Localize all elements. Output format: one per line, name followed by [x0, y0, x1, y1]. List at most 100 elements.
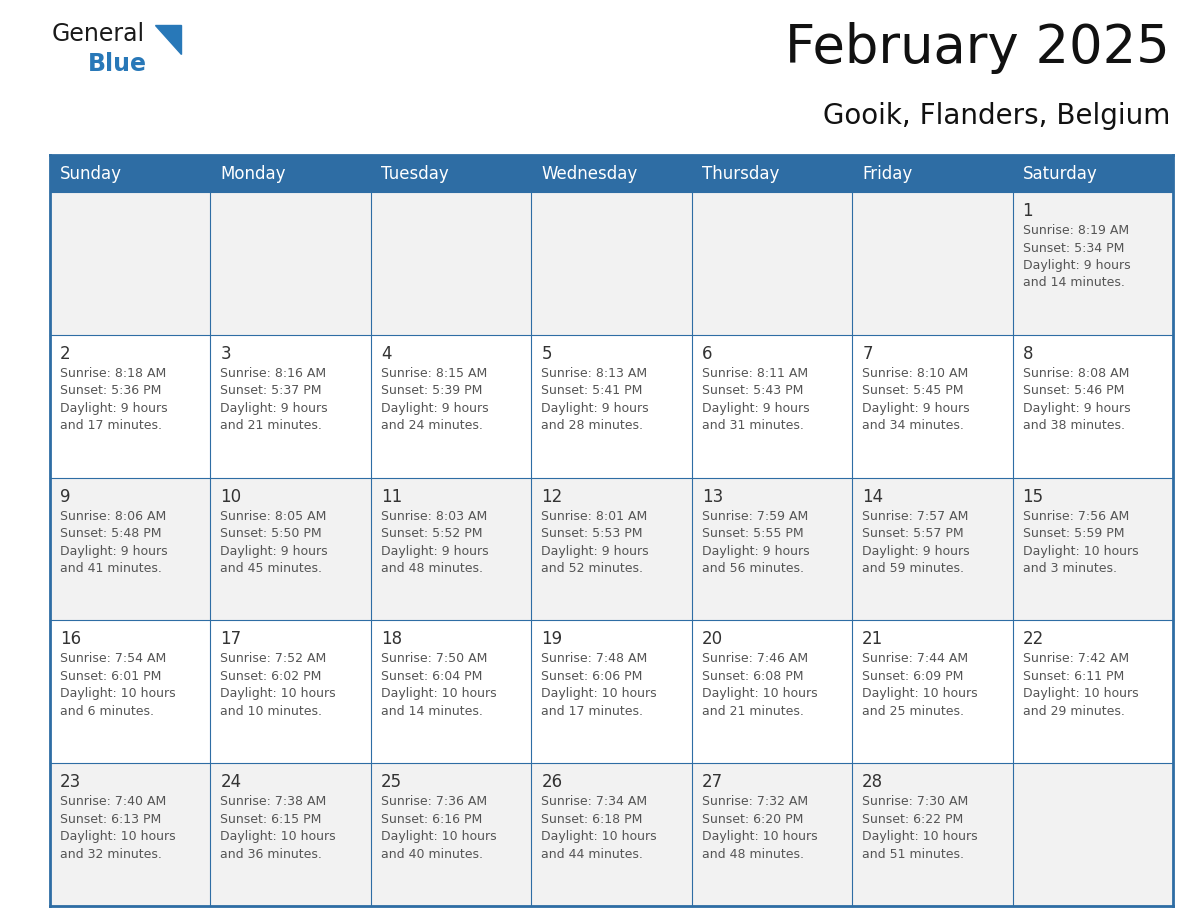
Text: and 38 minutes.: and 38 minutes.: [1023, 420, 1125, 432]
Text: Sunset: 6:06 PM: Sunset: 6:06 PM: [542, 670, 643, 683]
Text: Daylight: 9 hours: Daylight: 9 hours: [1023, 259, 1130, 272]
Text: Sunset: 5:34 PM: Sunset: 5:34 PM: [1023, 241, 1124, 254]
Bar: [50, 763, 1173, 906]
Text: Daylight: 10 hours: Daylight: 10 hours: [61, 830, 176, 844]
Text: and 10 minutes.: and 10 minutes.: [221, 705, 322, 718]
Text: Daylight: 9 hours: Daylight: 9 hours: [381, 544, 488, 557]
Text: Sunset: 5:59 PM: Sunset: 5:59 PM: [1023, 527, 1124, 540]
Text: Sunrise: 7:48 AM: Sunrise: 7:48 AM: [542, 653, 647, 666]
Text: Daylight: 9 hours: Daylight: 9 hours: [221, 402, 328, 415]
Text: and 44 minutes.: and 44 minutes.: [542, 847, 643, 861]
Text: 15: 15: [1023, 487, 1044, 506]
Text: Sunrise: 7:46 AM: Sunrise: 7:46 AM: [702, 653, 808, 666]
Text: 21: 21: [862, 631, 884, 648]
Text: Daylight: 10 hours: Daylight: 10 hours: [542, 688, 657, 700]
Text: Sunset: 5:41 PM: Sunset: 5:41 PM: [542, 385, 643, 397]
Text: 2: 2: [61, 345, 70, 363]
Text: Sunset: 5:39 PM: Sunset: 5:39 PM: [381, 385, 482, 397]
Text: 10: 10: [221, 487, 241, 506]
Text: 5: 5: [542, 345, 551, 363]
Text: Sunset: 6:18 PM: Sunset: 6:18 PM: [542, 812, 643, 825]
Text: Sunrise: 7:50 AM: Sunrise: 7:50 AM: [381, 653, 487, 666]
Text: Sunset: 5:50 PM: Sunset: 5:50 PM: [221, 527, 322, 540]
Text: 25: 25: [381, 773, 402, 791]
Text: 26: 26: [542, 773, 562, 791]
Text: Friday: Friday: [862, 164, 912, 183]
Text: Sunrise: 7:38 AM: Sunrise: 7:38 AM: [221, 795, 327, 808]
Text: 11: 11: [381, 487, 402, 506]
Text: Sunset: 5:46 PM: Sunset: 5:46 PM: [1023, 385, 1124, 397]
Text: and 14 minutes.: and 14 minutes.: [1023, 276, 1125, 289]
Text: Daylight: 10 hours: Daylight: 10 hours: [542, 830, 657, 844]
Text: Daylight: 10 hours: Daylight: 10 hours: [61, 688, 176, 700]
Text: Sunset: 6:04 PM: Sunset: 6:04 PM: [381, 670, 482, 683]
Text: Sunrise: 7:32 AM: Sunrise: 7:32 AM: [702, 795, 808, 808]
Text: Sunrise: 7:56 AM: Sunrise: 7:56 AM: [1023, 509, 1129, 522]
Text: Blue: Blue: [88, 52, 147, 76]
Text: Sunset: 5:43 PM: Sunset: 5:43 PM: [702, 385, 803, 397]
Text: Daylight: 9 hours: Daylight: 9 hours: [542, 544, 649, 557]
Text: Sunset: 5:45 PM: Sunset: 5:45 PM: [862, 385, 963, 397]
Text: and 34 minutes.: and 34 minutes.: [862, 420, 963, 432]
Text: Sunset: 6:02 PM: Sunset: 6:02 PM: [221, 670, 322, 683]
Text: February 2025: February 2025: [785, 22, 1170, 74]
Text: Tuesday: Tuesday: [381, 164, 449, 183]
Text: Daylight: 9 hours: Daylight: 9 hours: [702, 402, 809, 415]
Text: Sunset: 6:15 PM: Sunset: 6:15 PM: [221, 812, 322, 825]
Text: Sunset: 5:36 PM: Sunset: 5:36 PM: [61, 385, 162, 397]
Text: Sunrise: 7:57 AM: Sunrise: 7:57 AM: [862, 509, 968, 522]
Text: Sunrise: 7:59 AM: Sunrise: 7:59 AM: [702, 509, 808, 522]
Text: Daylight: 10 hours: Daylight: 10 hours: [381, 830, 497, 844]
Text: 9: 9: [61, 487, 70, 506]
Text: Sunrise: 8:13 AM: Sunrise: 8:13 AM: [542, 367, 647, 380]
Text: 24: 24: [221, 773, 241, 791]
Text: Sunset: 5:55 PM: Sunset: 5:55 PM: [702, 527, 803, 540]
Text: Gooik, Flanders, Belgium: Gooik, Flanders, Belgium: [822, 102, 1170, 130]
Text: 8: 8: [1023, 345, 1034, 363]
Text: and 17 minutes.: and 17 minutes.: [542, 705, 643, 718]
Text: Daylight: 10 hours: Daylight: 10 hours: [862, 830, 978, 844]
Text: 20: 20: [702, 631, 722, 648]
Text: Sunrise: 8:18 AM: Sunrise: 8:18 AM: [61, 367, 166, 380]
Text: Daylight: 9 hours: Daylight: 9 hours: [542, 402, 649, 415]
Text: Sunset: 6:22 PM: Sunset: 6:22 PM: [862, 812, 963, 825]
Text: and 14 minutes.: and 14 minutes.: [381, 705, 482, 718]
Text: Sunrise: 7:30 AM: Sunrise: 7:30 AM: [862, 795, 968, 808]
Text: and 28 minutes.: and 28 minutes.: [542, 420, 643, 432]
Text: 4: 4: [381, 345, 391, 363]
Bar: [50, 335, 1173, 477]
Text: and 56 minutes.: and 56 minutes.: [702, 562, 804, 575]
Text: Sunrise: 8:19 AM: Sunrise: 8:19 AM: [1023, 224, 1129, 237]
Text: and 25 minutes.: and 25 minutes.: [862, 705, 965, 718]
Text: Sunset: 5:48 PM: Sunset: 5:48 PM: [61, 527, 162, 540]
Text: and 21 minutes.: and 21 minutes.: [702, 705, 803, 718]
Text: Daylight: 9 hours: Daylight: 9 hours: [61, 402, 168, 415]
Text: 7: 7: [862, 345, 873, 363]
Text: Sunrise: 8:16 AM: Sunrise: 8:16 AM: [221, 367, 327, 380]
Bar: [50, 477, 1173, 621]
Text: and 48 minutes.: and 48 minutes.: [381, 562, 482, 575]
Text: and 32 minutes.: and 32 minutes.: [61, 847, 162, 861]
Text: 23: 23: [61, 773, 81, 791]
Text: Sunset: 5:52 PM: Sunset: 5:52 PM: [381, 527, 482, 540]
Text: 14: 14: [862, 487, 883, 506]
Text: and 40 minutes.: and 40 minutes.: [381, 847, 482, 861]
Text: Monday: Monday: [221, 164, 286, 183]
Bar: [50, 192, 1173, 335]
Polygon shape: [154, 25, 181, 54]
Text: Daylight: 10 hours: Daylight: 10 hours: [381, 688, 497, 700]
Text: General: General: [52, 22, 145, 46]
Text: Sunrise: 7:52 AM: Sunrise: 7:52 AM: [221, 653, 327, 666]
Text: Sunset: 6:20 PM: Sunset: 6:20 PM: [702, 812, 803, 825]
Text: Sunset: 5:57 PM: Sunset: 5:57 PM: [862, 527, 963, 540]
Text: Sunrise: 7:44 AM: Sunrise: 7:44 AM: [862, 653, 968, 666]
Text: and 41 minutes.: and 41 minutes.: [61, 562, 162, 575]
Text: Sunrise: 8:06 AM: Sunrise: 8:06 AM: [61, 509, 166, 522]
Text: 6: 6: [702, 345, 713, 363]
Text: and 21 minutes.: and 21 minutes.: [221, 420, 322, 432]
Text: Daylight: 10 hours: Daylight: 10 hours: [702, 830, 817, 844]
Text: 3: 3: [221, 345, 230, 363]
Text: and 36 minutes.: and 36 minutes.: [221, 847, 322, 861]
Text: and 17 minutes.: and 17 minutes.: [61, 420, 162, 432]
Text: and 29 minutes.: and 29 minutes.: [1023, 705, 1125, 718]
